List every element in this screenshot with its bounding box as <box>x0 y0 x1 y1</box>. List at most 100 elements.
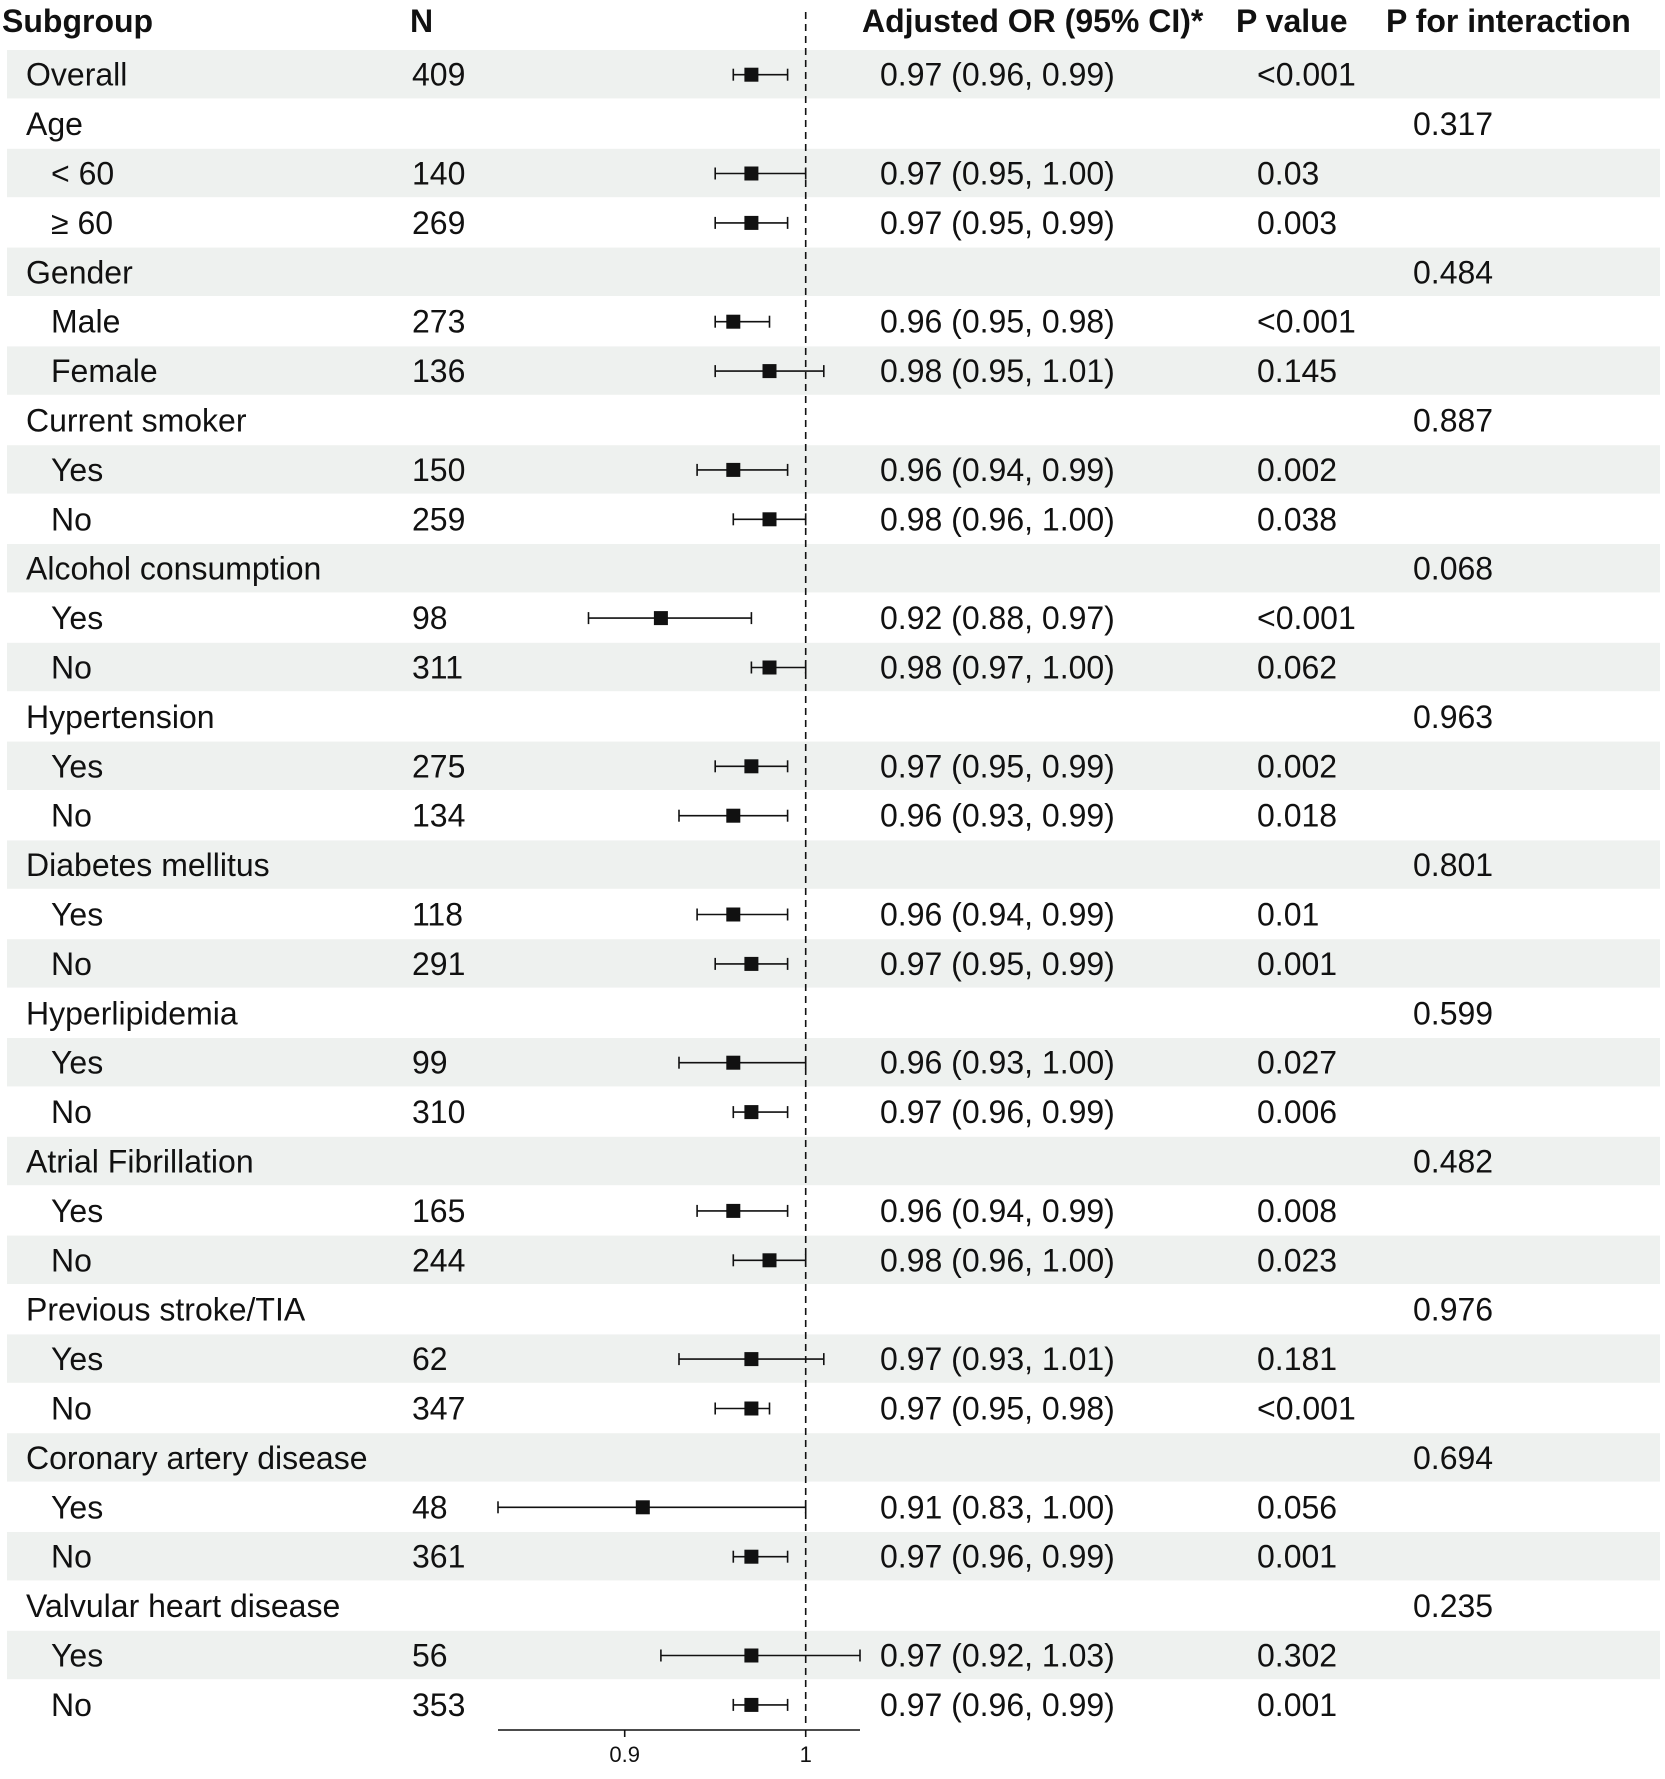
row-or-ci: 0.96 (0.94, 0.99) <box>880 452 1115 488</box>
row-label: No <box>51 1391 92 1427</box>
row-n: 140 <box>412 156 465 192</box>
point-estimate <box>744 166 759 181</box>
row-p-value: 0.023 <box>1257 1242 1337 1278</box>
row-band <box>7 346 1660 395</box>
row-p-interaction: 0.068 <box>1413 551 1493 587</box>
column-headers: Subgroup N Adjusted OR (95% CI)* P value… <box>2 3 1631 39</box>
row-p-value: <0.001 <box>1257 57 1356 93</box>
row-p-value: 0.001 <box>1257 1539 1337 1575</box>
row-n: 98 <box>412 600 448 636</box>
row-label: Diabetes mellitus <box>26 847 270 883</box>
point-estimate <box>762 512 777 527</box>
row-p-value: 0.006 <box>1257 1094 1337 1130</box>
row-label: Yes <box>51 1638 103 1674</box>
row-label: No <box>51 1242 92 1278</box>
row-p-value: <0.001 <box>1257 600 1356 636</box>
row-p-value: 0.008 <box>1257 1193 1337 1229</box>
row-bands <box>7 50 1660 1680</box>
point-estimate <box>726 907 741 922</box>
row-n: 118 <box>412 897 463 933</box>
row-band <box>7 840 1660 889</box>
row-label: Gender <box>26 254 133 290</box>
row-or-ci: 0.92 (0.88, 0.97) <box>880 600 1115 636</box>
row-p-value: <0.001 <box>1257 1391 1356 1427</box>
row-p-value: 0.002 <box>1257 452 1337 488</box>
row-or-ci: 0.91 (0.83, 1.00) <box>880 1489 1115 1525</box>
row-label: ≥ 60 <box>51 205 113 241</box>
row-n: 259 <box>412 501 465 537</box>
row-or-ci: 0.97 (0.96, 0.99) <box>880 1094 1115 1130</box>
row-label: Male <box>51 304 120 340</box>
row-label: Overall <box>26 57 127 93</box>
row-n: 56 <box>412 1638 448 1674</box>
row-label: Current smoker <box>26 403 247 439</box>
x-tick-label: 1 <box>800 1742 812 1767</box>
point-estimate <box>744 215 759 230</box>
row-label: No <box>51 798 92 834</box>
row-p-value: 0.002 <box>1257 748 1337 784</box>
point-estimate <box>744 1401 759 1416</box>
row-or-ci: 0.97 (0.92, 1.03) <box>880 1638 1115 1674</box>
row-or-ci: 0.97 (0.95, 0.99) <box>880 946 1115 982</box>
row-n: 353 <box>412 1687 465 1723</box>
row-band <box>7 1235 1660 1284</box>
row-n: 136 <box>412 353 465 389</box>
point-estimate <box>726 1203 741 1218</box>
row-p-value: 0.027 <box>1257 1045 1337 1081</box>
row-band <box>7 1038 1660 1087</box>
row-or-ci: 0.97 (0.95, 0.98) <box>880 1391 1115 1427</box>
row-or-ci: 0.97 (0.96, 0.99) <box>880 57 1115 93</box>
row-label: Yes <box>51 452 103 488</box>
row-p-value: 0.302 <box>1257 1638 1337 1674</box>
row-p-interaction: 0.599 <box>1413 995 1493 1031</box>
row-band <box>7 642 1660 692</box>
header-or: Adjusted OR (95% CI)* <box>862 3 1204 39</box>
point-estimate <box>744 759 759 774</box>
row-n: 275 <box>412 748 465 784</box>
row-label: Alcohol consumption <box>26 551 321 587</box>
row-or-ci: 0.96 (0.94, 0.99) <box>880 1193 1115 1229</box>
row-n: 291 <box>412 946 465 982</box>
row-p-value: 0.145 <box>1257 353 1337 389</box>
plot-marks <box>497 67 861 1712</box>
point-estimate <box>762 364 777 379</box>
point-estimate <box>762 1253 777 1268</box>
row-n: 62 <box>412 1341 448 1377</box>
row-or-ci: 0.96 (0.95, 0.98) <box>880 304 1115 340</box>
row-p-value: <0.001 <box>1257 304 1356 340</box>
row-label: No <box>51 650 92 686</box>
row-n: 347 <box>412 1391 465 1427</box>
row-label: No <box>51 1539 92 1575</box>
row-or-ci: 0.97 (0.95, 0.99) <box>880 748 1115 784</box>
row-label: Yes <box>51 1341 103 1377</box>
row-label: No <box>51 1687 92 1723</box>
header-p-value: P value <box>1236 3 1347 39</box>
point-estimate <box>744 1648 759 1663</box>
row-or-ci: 0.96 (0.94, 0.99) <box>880 897 1115 933</box>
row-texts: Overall 409 0.97 (0.96, 0.99) <0.001 Age 0.31… <box>26 57 1493 1723</box>
row-or-ci: 0.96 (0.93, 0.99) <box>880 798 1115 834</box>
point-estimate <box>744 1105 759 1120</box>
row-band <box>7 445 1660 494</box>
row-p-interaction: 0.963 <box>1413 699 1493 735</box>
row-n: 311 <box>412 650 463 686</box>
row-band <box>7 741 1660 790</box>
point-estimate <box>653 611 668 626</box>
header-p-interaction: P for interaction <box>1386 3 1631 39</box>
row-or-ci: 0.98 (0.97, 1.00) <box>880 650 1115 686</box>
point-estimate <box>744 1697 759 1712</box>
row-band <box>7 544 1660 593</box>
row-band <box>7 939 1660 988</box>
point-estimate <box>744 1352 759 1367</box>
row-n: 273 <box>412 304 465 340</box>
row-or-ci: 0.97 (0.93, 1.01) <box>880 1341 1115 1377</box>
row-p-interaction: 0.484 <box>1413 254 1493 290</box>
row-label: Previous stroke/TIA <box>26 1292 306 1328</box>
row-band <box>7 1136 1660 1186</box>
row-band <box>7 1334 1660 1383</box>
row-or-ci: 0.96 (0.93, 1.00) <box>880 1045 1115 1081</box>
point-estimate <box>726 314 741 329</box>
row-band <box>7 247 1660 296</box>
point-estimate <box>635 1500 650 1515</box>
